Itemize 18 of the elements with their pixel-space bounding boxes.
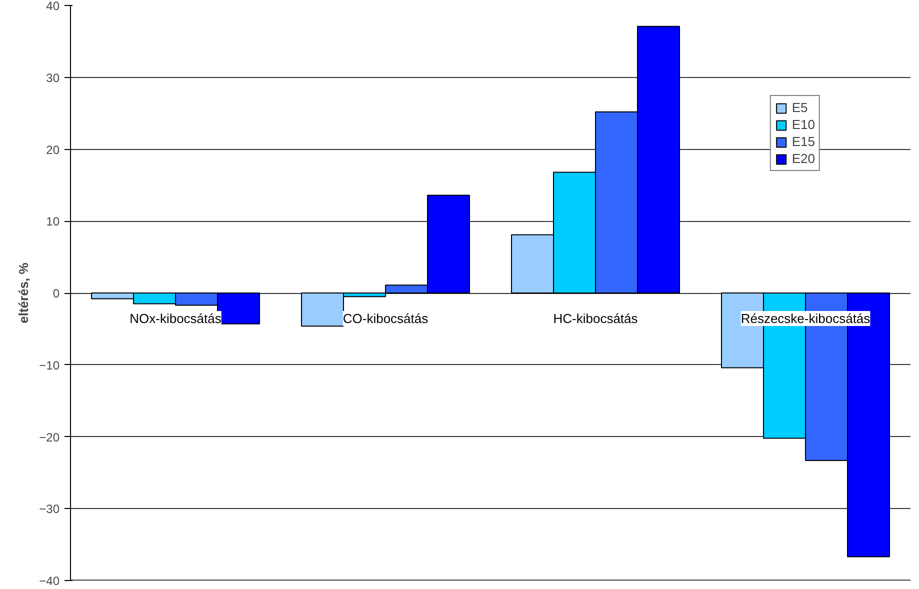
y-tick-label: −40 — [39, 574, 60, 588]
x-tick-label: NOx-kibocsátás — [130, 311, 222, 326]
y-tick-label: 20 — [46, 142, 60, 157]
legend-label: E10 — [792, 117, 815, 132]
x-tick-label: HC-kibocsátás — [553, 311, 638, 326]
y-tick-label: −20 — [39, 430, 60, 444]
legend-label: E20 — [792, 151, 815, 166]
y-tick-label: 30 — [46, 70, 60, 85]
y-tick-label: 0 — [52, 286, 60, 300]
x-tick-label: Részecske-kibocsátás — [740, 311, 871, 326]
y-tick-label: −10 — [39, 358, 60, 372]
y-tick-label: 40 — [46, 0, 60, 13]
legend-label: E15 — [792, 134, 815, 149]
y-tick-label: −30 — [39, 502, 60, 516]
y-tick-label: 10 — [46, 214, 60, 229]
legend-label: E5 — [792, 100, 809, 115]
x-tick-label: CO-kibocsátás — [342, 311, 429, 326]
y-axis-title: eltérés, % — [16, 262, 32, 324]
